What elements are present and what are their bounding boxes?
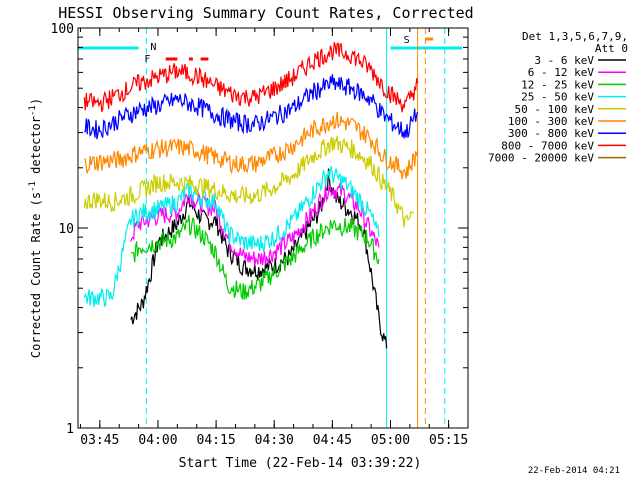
series-line [83,166,380,308]
y-axis-label-part: detector [29,116,43,181]
legend-label: 800 - 7000 keV [501,139,594,152]
series-line [84,74,419,140]
legend-title-line-2: Att 0 [595,42,628,55]
legend-label: 25 - 50 keV [521,91,594,104]
x-tick-label: 03:45 [80,433,119,448]
y-tick-label: 1 [66,422,74,437]
x-tick-label: 04:00 [138,433,177,448]
saa-flag-label: S [404,35,410,46]
legend-label: 7000 - 20000 keV [488,152,594,165]
flare-flag-label: F [144,54,150,65]
series-layer [83,42,419,349]
x-tick-label: 05:15 [429,433,468,448]
chart-title: HESSI Observing Summary Count Rates, Cor… [58,4,473,22]
series-line [83,135,415,228]
legend-label: 6 - 12 keV [528,66,595,79]
x-axis-label: Start Time (22-Feb-14 03:39:22) [179,456,422,471]
series-line [130,168,388,349]
x-tick-label: 04:15 [197,433,236,448]
series-line [83,42,419,113]
x-tick-label: 04:30 [255,433,294,448]
y-axis-label-part: ) [29,98,43,105]
legend-label: 300 - 800 keV [508,127,594,140]
generated-timestamp: 22-Feb-2014 04:21 [528,466,620,476]
y-axis-label-superscript: -1 [28,105,38,116]
y-tick-label: 100 [51,22,74,37]
x-tick-label: 04:45 [313,433,352,448]
flag-bars: NF S [78,28,462,428]
series-line [130,214,380,301]
legend-label: 12 - 25 keV [521,78,594,91]
x-tick-label: 05:00 [371,433,410,448]
y-axis-label-superscript: -1 [28,181,38,192]
x-axis: 03:45 04:00 04:15 04:30 04:45 05:00 05:15 [79,28,469,448]
legend-label: 100 - 300 keV [508,115,594,128]
legend-label: 50 - 100 keV [515,103,595,116]
y-axis-label: Corrected Count Rate (s-1 detector-1) [28,98,43,358]
night-flag-label: N [150,42,156,53]
y-axis-label-part: Corrected Count Rate (s [29,192,43,358]
y-axis: 1 10 100 [51,22,468,437]
legend-title-line-1: Det 1,3,5,6,7,9, [522,30,628,43]
series-line [83,112,419,180]
y-tick-label: 10 [58,222,74,237]
legend-label: 3 - 6 keV [534,54,594,67]
